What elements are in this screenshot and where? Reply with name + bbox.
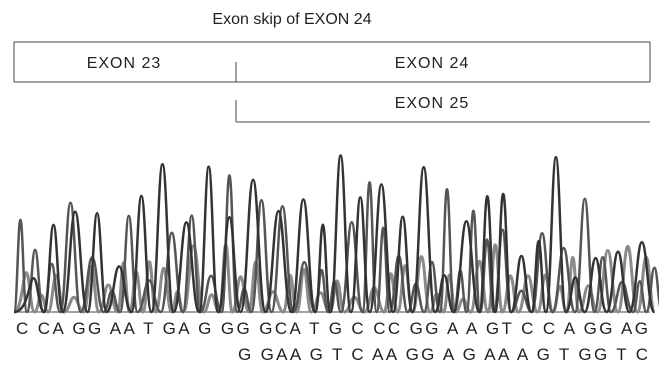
exon-label: EXON 23	[87, 55, 162, 72]
sequence: C CA GG AA T GA G GG GCA T G C CC GG A A…	[16, 319, 648, 338]
sequence: G GAA G T C AA GG A G AA A G T GG T C	[238, 345, 648, 364]
chromatogram	[14, 156, 659, 313]
title: Exon skip of EXON 24	[212, 11, 371, 28]
exon-label: EXON 25	[395, 95, 470, 112]
figure: Exon skip of EXON 24 EXON 23 EXON 24 EXO…	[0, 0, 659, 366]
exon-label: EXON 24	[395, 55, 470, 72]
